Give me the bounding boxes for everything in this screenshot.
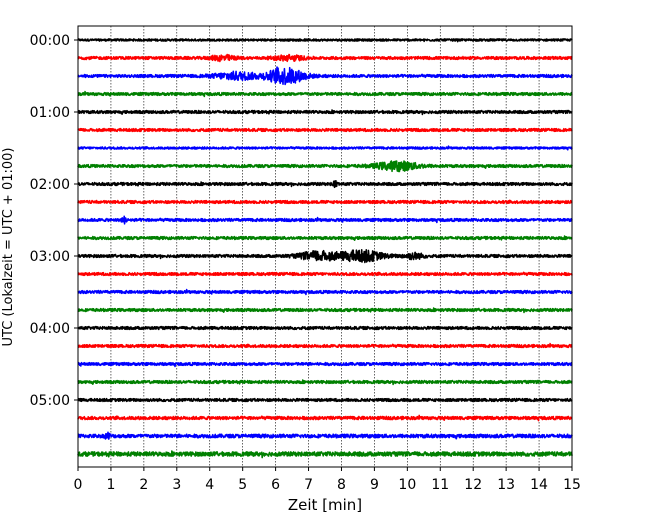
seismic-trace (77, 38, 573, 43)
seismic-trace (77, 53, 573, 63)
x-tick-label: 4 (205, 477, 214, 493)
seismic-trace (77, 215, 573, 225)
y-tick-label: 00:00 (30, 33, 70, 49)
seismic-trace (77, 288, 573, 296)
x-tick-label: 9 (370, 477, 379, 493)
seismic-trace (77, 90, 573, 98)
seismic-trace (77, 66, 573, 86)
vertical-grid (110, 26, 540, 467)
seismic-trace (77, 160, 573, 173)
seismic-trace (77, 379, 573, 386)
seismic-trace (77, 271, 573, 277)
y-tick-label: 02:00 (30, 177, 70, 193)
seismic-trace (77, 109, 573, 116)
x-tick-label: 2 (139, 477, 148, 493)
x-axis: 0 1 2 3 4 5 6 7 8 9 10 11 12 13 14 15 (74, 467, 581, 493)
seismic-trace (77, 145, 573, 151)
x-tick-label: 11 (431, 477, 449, 493)
seismic-trace (77, 414, 573, 422)
x-axis-label: Zeit [min] (288, 496, 362, 514)
seismic-trace (77, 235, 573, 241)
seismic-trace (77, 397, 573, 403)
plot-background (78, 26, 572, 467)
seismic-trace (77, 361, 573, 368)
seismic-trace (77, 248, 573, 264)
x-tick-label: 0 (74, 477, 83, 493)
plot-frame (77, 25, 573, 468)
seismic-trace (77, 199, 573, 205)
seismic-trace (77, 127, 573, 133)
x-tick-label: 14 (530, 477, 548, 493)
y-tick-label: 01:00 (30, 105, 70, 121)
x-tick-label: 10 (398, 477, 416, 493)
seismic-trace (77, 431, 573, 440)
x-tick-label: 13 (497, 477, 515, 493)
x-tick-label: 8 (337, 477, 346, 493)
x-tick-label: 3 (172, 477, 181, 493)
seismic-trace (77, 342, 573, 349)
traces-group (77, 38, 573, 459)
seismic-trace (77, 325, 573, 331)
y-tick-label: 03:00 (30, 249, 70, 265)
x-tick-label: 12 (464, 477, 482, 493)
seismic-trace (77, 450, 573, 459)
x-tick-label: 6 (271, 477, 280, 493)
y-axis-label: UTC (Lokalzeit = UTC + 01:00) (1, 148, 16, 347)
y-axis: 00:00 01:00 02:00 03:00 04:00 05:00 (30, 33, 78, 409)
x-tick-label: 15 (563, 477, 581, 493)
x-tick-label: 5 (238, 477, 247, 493)
seismic-trace (77, 307, 573, 314)
x-tick-label: 7 (304, 477, 313, 493)
y-tick-label: 04:00 (30, 321, 70, 337)
y-tick-label: 05:00 (30, 393, 70, 409)
seismic-trace (77, 179, 573, 189)
x-tick-label: 1 (106, 477, 115, 493)
